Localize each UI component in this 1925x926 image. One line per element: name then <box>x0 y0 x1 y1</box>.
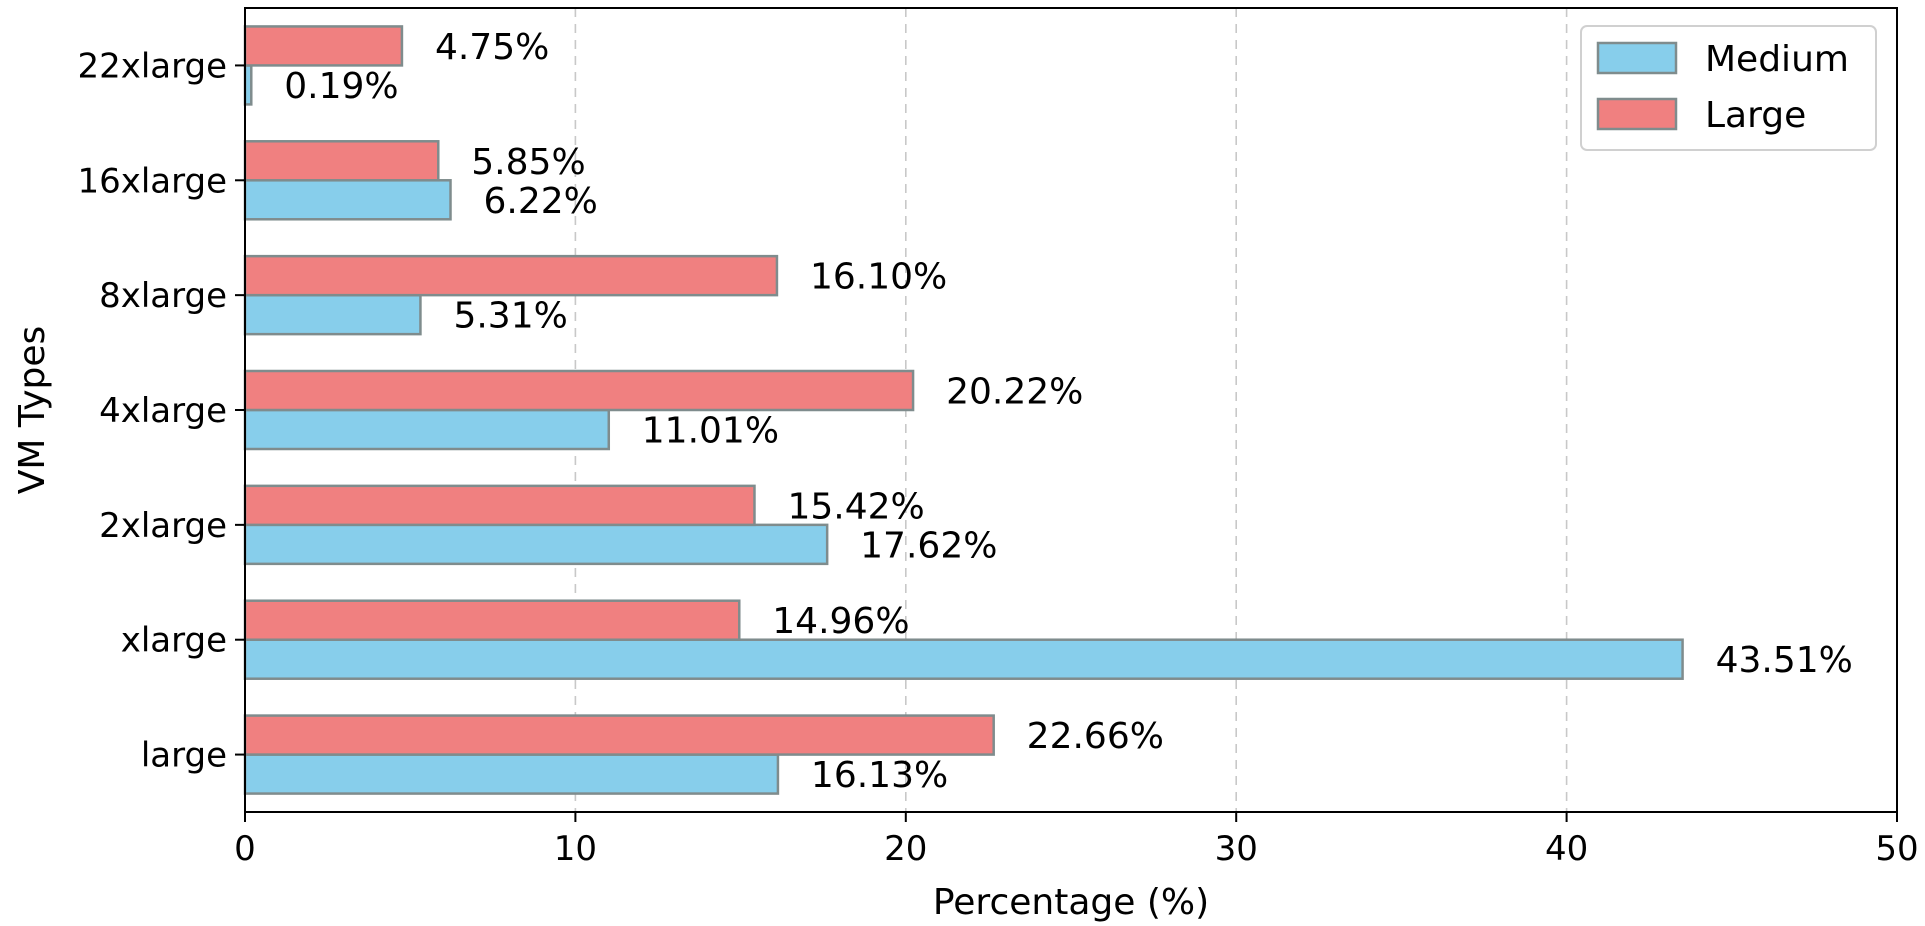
x-tick-label-50: 50 <box>1875 829 1918 869</box>
bar-medium-8xlarge <box>243 293 422 336</box>
x-tick-label-30: 30 <box>1215 829 1258 869</box>
value-label-medium-2xlarge: 17.62% <box>860 525 997 566</box>
x-tick-label-40: 40 <box>1545 829 1588 869</box>
value-label-medium-8xlarge: 5.31% <box>453 296 567 337</box>
bar-medium-2xlarge <box>243 523 829 566</box>
value-label-large-2xlarge: 15.42% <box>787 486 924 527</box>
legend-label-medium: Medium <box>1705 39 1849 80</box>
y-axis-title: VM Types <box>12 326 53 495</box>
bars <box>243 25 1684 795</box>
value-label-medium-xlarge: 43.51% <box>1716 640 1853 681</box>
value-labels: 16.13% 43.51% 17.62% 11.01% 5.31% 6.22% 0.19% 2… <box>284 27 1853 796</box>
y-tick-label-16xlarge: 16xlarge <box>77 161 227 201</box>
bar-medium-xlarge <box>243 638 1684 680</box>
legend-swatch-large <box>1596 97 1678 131</box>
value-label-medium-large: 16.13% <box>811 755 948 796</box>
x-tick-label-0: 0 <box>234 829 256 869</box>
y-tick-label-large: large <box>141 736 227 776</box>
bar-large-2xlarge <box>243 484 756 527</box>
bar-large-large <box>243 714 995 756</box>
y-tick-label-4xlarge: 4xlarge <box>99 391 227 431</box>
bar-large-4xlarge <box>243 369 915 412</box>
legend-swatch-medium <box>1596 41 1678 75</box>
value-label-large-22xlarge: 4.75% <box>435 27 549 68</box>
value-label-large-16xlarge: 5.85% <box>471 142 585 183</box>
x-tick-label-10: 10 <box>554 829 597 869</box>
y-axis-ticks: large xlarge 2xlarge 4xlarge 8xlarge 16xlarge… <box>77 46 245 776</box>
value-label-medium-22xlarge: 0.19% <box>284 66 398 107</box>
bar-large-xlarge <box>243 599 741 641</box>
bar-large-16xlarge <box>243 140 440 182</box>
value-label-medium-16xlarge: 6.22% <box>484 181 598 222</box>
bar-medium-large <box>243 753 780 795</box>
legend: Medium Large <box>1580 25 1877 151</box>
y-tick-label-2xlarge: 2xlarge <box>99 506 227 546</box>
bar-large-8xlarge <box>243 254 779 297</box>
bar-medium-16xlarge <box>243 179 452 221</box>
x-axis-ticks: 0 10 20 30 40 50 <box>234 812 1919 869</box>
legend-label-large: Large <box>1705 95 1806 136</box>
value-label-medium-4xlarge: 11.01% <box>642 411 779 452</box>
value-label-large-large: 22.66% <box>1027 716 1164 757</box>
y-tick-label-xlarge: xlarge <box>121 621 227 661</box>
value-label-large-xlarge: 14.96% <box>772 601 909 642</box>
bar-large-22xlarge <box>243 25 404 67</box>
bar-medium-4xlarge <box>243 408 611 451</box>
y-tick-label-22xlarge: 22xlarge <box>77 46 227 86</box>
x-tick-label-20: 20 <box>884 829 927 869</box>
value-label-large-8xlarge: 16.10% <box>810 257 947 298</box>
value-label-large-4xlarge: 20.22% <box>946 372 1083 413</box>
y-tick-label-8xlarge: 8xlarge <box>99 276 227 316</box>
x-axis-title: Percentage (%) <box>933 882 1209 923</box>
